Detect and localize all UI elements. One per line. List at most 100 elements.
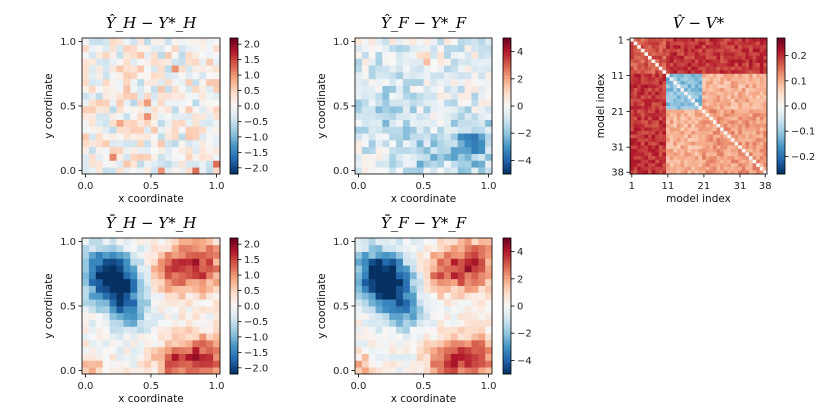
- heatmap-cell: [185, 44, 193, 52]
- heatmap-cell: [130, 312, 138, 320]
- heatmap-cells: [82, 238, 221, 375]
- heatmap-cell: [157, 126, 166, 134]
- heatmap-cell: [478, 167, 486, 175]
- heatmap-cell: [361, 340, 370, 348]
- colorbar-segment: [230, 351, 238, 354]
- heatmap-cell: [763, 145, 768, 150]
- heatmap-cell: [95, 99, 104, 107]
- heatmap-cell: [662, 48, 667, 53]
- heatmap-cell: [116, 292, 124, 300]
- heatmap-cell: [396, 51, 404, 59]
- heatmap-cell: [151, 319, 159, 327]
- heatmap-cell: [730, 77, 735, 82]
- heatmap-cell: [355, 133, 363, 141]
- heatmap-cell: [745, 166, 750, 171]
- heatmap-cell: [437, 99, 445, 107]
- heatmap-cell: [684, 91, 689, 96]
- heatmap-cell: [402, 306, 411, 314]
- heatmap-cell: [676, 38, 681, 42]
- heatmap-cell: [723, 41, 728, 46]
- colorbar-segment: [503, 142, 511, 145]
- heatmap-cell: [694, 163, 699, 168]
- heatmap-cell: [651, 123, 656, 128]
- heatmap-cell: [382, 146, 390, 154]
- heatmap-cell: [745, 106, 750, 110]
- heatmap-cell: [423, 312, 431, 320]
- heatmap-cell: [375, 367, 383, 375]
- heatmap-cell: [444, 167, 452, 175]
- heatmap-cell: [444, 58, 452, 66]
- heatmap-cell: [684, 131, 689, 135]
- heatmap-cell: [430, 340, 438, 348]
- heatmap-cell: [206, 367, 214, 375]
- heatmap-cell: [748, 152, 753, 157]
- heatmap-cell: [763, 77, 768, 82]
- heatmap-cell: [206, 265, 214, 273]
- heatmap-cell: [752, 123, 757, 128]
- heatmap-cell: [748, 91, 753, 96]
- heatmap-cell: [144, 306, 152, 314]
- heatmap-cell: [116, 272, 124, 280]
- x-axis-label: x coordinate: [118, 393, 184, 405]
- heatmap-cell: [637, 88, 642, 93]
- heatmap-cell: [206, 238, 214, 246]
- heatmap-cell: [95, 146, 104, 154]
- heatmap-cell: [213, 51, 221, 59]
- colorbar-segment: [230, 310, 238, 314]
- heatmap-cell: [716, 102, 721, 107]
- heatmap-cell: [437, 92, 445, 100]
- heatmap-cell: [673, 109, 678, 114]
- colorbar-segment: [230, 371, 238, 375]
- colorbar-segment: [230, 76, 238, 80]
- heatmap-cell: [709, 134, 714, 139]
- heatmap-cell: [416, 146, 424, 154]
- heatmap-cell: [137, 251, 145, 259]
- heatmap-cell: [756, 80, 761, 85]
- colorbar-segment: [230, 287, 238, 291]
- colorbar-segment: [503, 115, 511, 118]
- heatmap-cell: [137, 346, 145, 354]
- colorbar-segment: [503, 151, 511, 154]
- colorbar-tick-label: 1.5: [244, 55, 260, 66]
- heatmap-cell: [702, 134, 707, 139]
- heatmap-cell: [157, 326, 166, 334]
- heatmap-cell: [178, 153, 186, 161]
- heatmap-cell: [748, 95, 753, 100]
- heatmap-cell: [368, 72, 376, 80]
- heatmap-cell: [698, 141, 703, 146]
- heatmap-cell: [705, 102, 710, 107]
- heatmap-cell: [444, 51, 452, 59]
- heatmap-cell: [658, 91, 663, 96]
- heatmap-cell: [416, 44, 424, 52]
- heatmap-cell: [95, 367, 104, 375]
- heatmap-cell: [712, 73, 717, 78]
- heatmap-cell: [741, 91, 746, 96]
- heatmap-cell: [658, 41, 663, 46]
- heatmap-cell: [662, 148, 667, 153]
- heatmap-cell: [694, 148, 699, 153]
- heatmap-cell: [748, 80, 753, 85]
- heatmap-cell: [178, 51, 186, 59]
- heatmap-cell: [716, 138, 721, 143]
- heatmap-cell: [662, 152, 667, 157]
- heatmap-cell: [382, 251, 390, 259]
- heatmap-cell: [720, 88, 725, 93]
- heatmap-cell: [355, 44, 363, 52]
- heatmap-cell: [123, 58, 131, 66]
- heatmap-cell: [730, 134, 735, 139]
- heatmap-cell: [637, 163, 642, 168]
- heatmap-cell: [734, 106, 739, 110]
- heatmap-cell: [716, 66, 721, 71]
- heatmap-cell: [738, 48, 743, 53]
- heatmap-cell: [361, 146, 370, 154]
- heatmap-cell: [684, 138, 689, 143]
- heatmap-cell: [416, 99, 424, 107]
- heatmap-cell: [478, 258, 486, 266]
- heatmap-cell: [644, 145, 649, 150]
- heatmap-cell: [738, 163, 743, 168]
- heatmap-cell: [727, 116, 732, 121]
- heatmap-cell: [213, 353, 221, 361]
- heatmap-cell: [471, 126, 479, 134]
- heatmap-cell: [698, 63, 703, 67]
- heatmap-cell: [745, 66, 750, 71]
